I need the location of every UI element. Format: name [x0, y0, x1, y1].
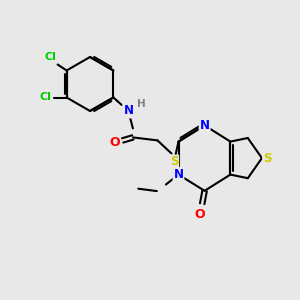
- Text: Cl: Cl: [44, 52, 56, 62]
- Text: N: N: [200, 119, 210, 132]
- Text: N: N: [123, 104, 134, 118]
- Text: S: S: [263, 152, 272, 165]
- Text: N: N: [173, 168, 184, 181]
- Text: S: S: [170, 155, 178, 169]
- Text: O: O: [195, 208, 206, 221]
- Text: Cl: Cl: [39, 92, 51, 103]
- Text: O: O: [109, 136, 120, 149]
- Text: H: H: [136, 99, 146, 110]
